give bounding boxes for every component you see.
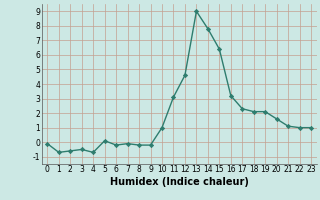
- X-axis label: Humidex (Indice chaleur): Humidex (Indice chaleur): [110, 177, 249, 187]
